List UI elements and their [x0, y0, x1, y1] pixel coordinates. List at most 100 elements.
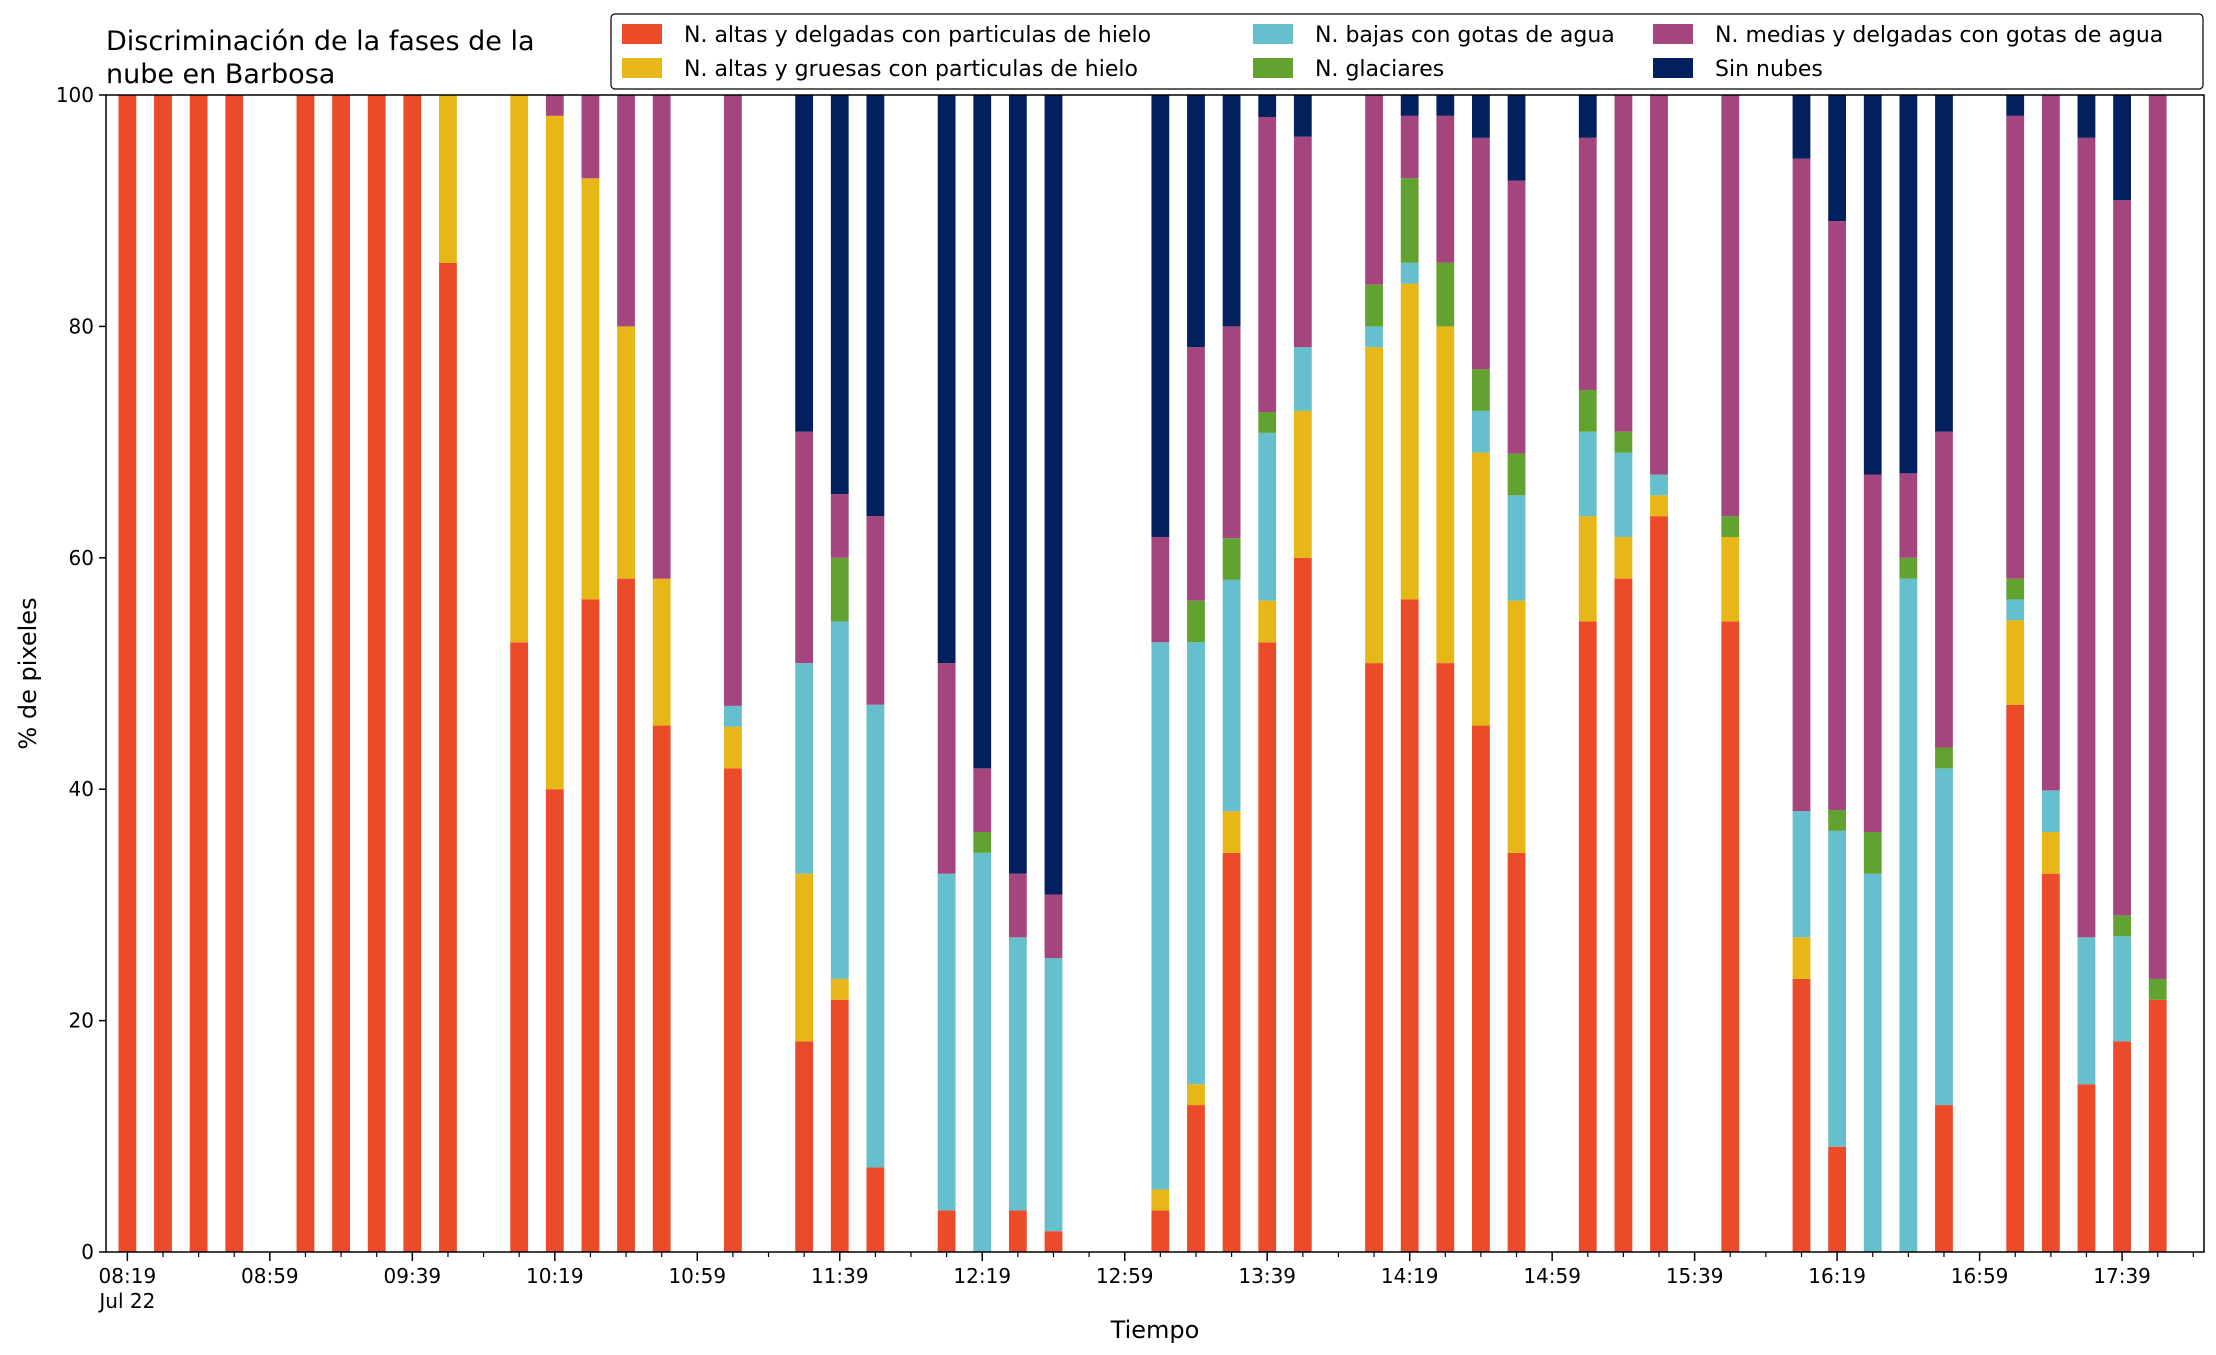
bar-segment-bajas — [2041, 790, 2060, 833]
bar-segment-altas_gruesas — [545, 115, 564, 790]
bar-segment-bajas — [1293, 347, 1312, 411]
bar-segment-altas_delgadas — [225, 95, 244, 1252]
bar-stack-1739 — [2113, 95, 2131, 1252]
bar-segment-medias — [2077, 137, 2096, 938]
bar-segment-medias — [866, 516, 885, 705]
bar-segment-medias — [1472, 137, 1490, 370]
bar-segment-bajas — [973, 852, 992, 1252]
bar-segment-sin_nubes — [1935, 95, 1953, 432]
bar-segment-bajas — [1507, 495, 1526, 601]
y-tick-label: 100 — [56, 83, 94, 107]
x-tick-label: 15:39 — [1666, 1264, 1724, 1288]
bar-segment-altas_delgadas — [652, 725, 671, 1252]
bar-stack-1219 — [973, 95, 992, 1252]
y-axis-label: % de pixeles — [14, 597, 42, 749]
bar-stack-1349 — [1293, 95, 1312, 1252]
bar-segment-altas_delgadas — [1578, 621, 1597, 1252]
bar-segment-medias — [581, 95, 600, 179]
x-tick-label: 08:19 — [99, 1264, 157, 1288]
bar-segment-bajas — [1258, 432, 1277, 601]
bar-segment-altas_delgadas — [296, 95, 315, 1252]
bar-stack-1519 — [1614, 95, 1633, 1252]
bar-stack-1139 — [830, 95, 849, 1252]
bar-segment-medias — [1792, 158, 1811, 812]
bar-segment-sin_nubes — [2113, 95, 2131, 201]
bar-stack-1609 — [1792, 95, 1811, 1252]
bar-segment-altas_delgadas — [332, 95, 350, 1252]
bar-segment-sin_nubes — [2006, 95, 2025, 116]
bar-segment-bajas — [1222, 579, 1241, 812]
x-tick-label: 13:39 — [1238, 1264, 1296, 1288]
bar-segment-glaciares — [1400, 178, 1419, 263]
y-tick-label: 0 — [81, 1240, 94, 1264]
bar-segment-medias — [617, 95, 635, 327]
legend-label: N. medias y delgadas con gotas de agua — [1715, 23, 2163, 48]
bar-segment-altas_delgadas — [367, 95, 386, 1252]
bar-segment-altas_gruesas — [1151, 1189, 1170, 1211]
bar-segment-medias — [1578, 137, 1597, 391]
bar-segment-medias — [1899, 473, 1918, 558]
bar-segment-bajas — [1187, 642, 1205, 1085]
bar-segment-medias — [1400, 115, 1419, 179]
bar-stack-0829 — [154, 95, 172, 1252]
bar-segment-sin_nubes — [1044, 95, 1063, 895]
legend-swatch — [622, 24, 662, 44]
bar-stack-1049 — [652, 95, 671, 1252]
bar-segment-bajas — [1400, 262, 1419, 284]
bar-segment-altas_delgadas — [1472, 725, 1490, 1252]
bar-segment-medias — [545, 95, 564, 116]
bar-segment-altas_delgadas — [1614, 578, 1633, 1252]
bar-stack-1209 — [937, 95, 956, 1252]
bar-stack-0919 — [332, 95, 350, 1252]
bar-segment-medias — [1222, 326, 1241, 539]
bar-segment-altas_delgadas — [1365, 663, 1383, 1252]
bar-segment-glaciares — [1899, 557, 1918, 579]
bar-stack-1129 — [795, 95, 814, 1252]
bar-stack-1019 — [545, 95, 564, 1252]
bar-segment-glaciares — [1935, 747, 1953, 769]
bar-segment-altas_gruesas — [795, 873, 814, 1042]
bar-segment-glaciares — [1436, 262, 1455, 327]
bar-segment-medias — [724, 95, 742, 706]
bar-segment-medias — [1151, 536, 1170, 643]
bar-stack-1009 — [510, 95, 529, 1252]
bar-stack-1719 — [2041, 95, 2060, 1252]
x-tick-label: 14:19 — [1381, 1264, 1439, 1288]
bar-segment-altas_gruesas — [439, 95, 457, 263]
x-tick-label: 16:19 — [1808, 1264, 1866, 1288]
legend-item-glaciares: N. glaciares — [1253, 57, 1444, 82]
bar-segment-glaciares — [1365, 284, 1383, 327]
bar-segment-altas_gruesas — [652, 578, 671, 726]
x-tick-label: 16:59 — [1951, 1264, 2009, 1288]
bar-segment-sin_nubes — [1472, 95, 1490, 138]
legend-label: N. altas y gruesas con particulas de hie… — [684, 57, 1138, 82]
legend-swatch — [1653, 24, 1693, 44]
bar-segment-altas_gruesas — [1578, 516, 1597, 622]
legend-item-altas_gruesas: N. altas y gruesas con particulas de hie… — [622, 57, 1138, 82]
x-tick-label: 08:59 — [241, 1264, 299, 1288]
legend-label: Sin nubes — [1715, 57, 1823, 82]
legend-swatch — [1653, 58, 1693, 78]
bar-stack-1409 — [1365, 95, 1383, 1252]
bar-stack-1529 — [1650, 95, 1668, 1252]
bar-segment-altas_delgadas — [118, 95, 137, 1252]
legend-swatch — [1253, 58, 1293, 78]
x-tick-label: 09:39 — [384, 1264, 442, 1288]
bar-segment-sin_nubes — [1792, 95, 1811, 159]
bar-segment-altas_delgadas — [1828, 1146, 1847, 1252]
bar-segment-altas_gruesas — [1507, 600, 1526, 853]
bar-segment-sin_nubes — [973, 95, 992, 769]
bar-segment-altas_gruesas — [1400, 283, 1419, 600]
bar-segment-glaciares — [1863, 832, 1882, 874]
bar-segment-glaciares — [2006, 578, 2025, 600]
bar-segment-altas_gruesas — [830, 978, 849, 1000]
bar-stack-0849 — [225, 95, 244, 1252]
bar-segment-altas_gruesas — [1614, 536, 1633, 579]
bar-segment-sin_nubes — [1008, 95, 1027, 874]
y-tick-label: 80 — [69, 314, 94, 338]
bar-segment-medias — [2113, 200, 2131, 916]
bar-segment-bajas — [1935, 768, 1953, 1106]
bar-segment-medias — [830, 494, 849, 558]
bar-segment-altas_gruesas — [617, 326, 635, 579]
